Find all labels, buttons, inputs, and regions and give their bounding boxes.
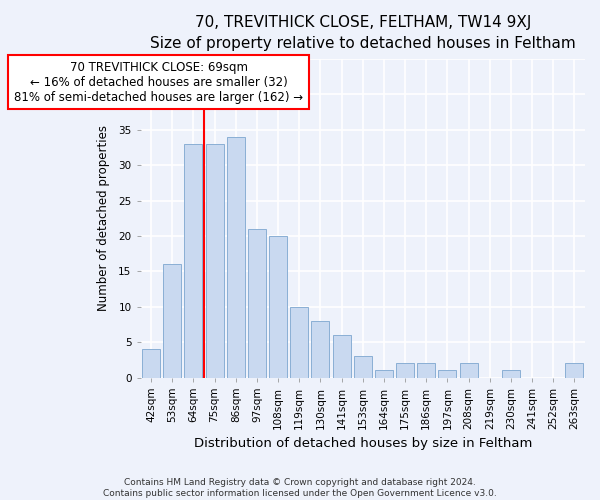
Bar bbox=[502, 370, 520, 378]
Bar bbox=[396, 364, 414, 378]
Y-axis label: Number of detached properties: Number of detached properties bbox=[97, 126, 110, 312]
Bar bbox=[354, 356, 372, 378]
Bar bbox=[269, 236, 287, 378]
Text: 70 TREVITHICK CLOSE: 69sqm
← 16% of detached houses are smaller (32)
81% of semi: 70 TREVITHICK CLOSE: 69sqm ← 16% of deta… bbox=[14, 60, 303, 104]
Bar bbox=[439, 370, 457, 378]
Bar bbox=[206, 144, 224, 378]
Bar bbox=[142, 349, 160, 378]
X-axis label: Distribution of detached houses by size in Feltham: Distribution of detached houses by size … bbox=[194, 437, 532, 450]
Bar bbox=[332, 335, 350, 378]
Bar bbox=[460, 364, 478, 378]
Bar bbox=[290, 307, 308, 378]
Bar bbox=[184, 144, 202, 378]
Title: 70, TREVITHICK CLOSE, FELTHAM, TW14 9XJ
Size of property relative to detached ho: 70, TREVITHICK CLOSE, FELTHAM, TW14 9XJ … bbox=[150, 15, 575, 51]
Bar bbox=[248, 229, 266, 378]
Bar bbox=[565, 364, 583, 378]
Bar bbox=[311, 321, 329, 378]
Text: Contains HM Land Registry data © Crown copyright and database right 2024.
Contai: Contains HM Land Registry data © Crown c… bbox=[103, 478, 497, 498]
Bar bbox=[227, 137, 245, 378]
Bar bbox=[375, 370, 393, 378]
Bar bbox=[163, 264, 181, 378]
Bar bbox=[417, 364, 435, 378]
